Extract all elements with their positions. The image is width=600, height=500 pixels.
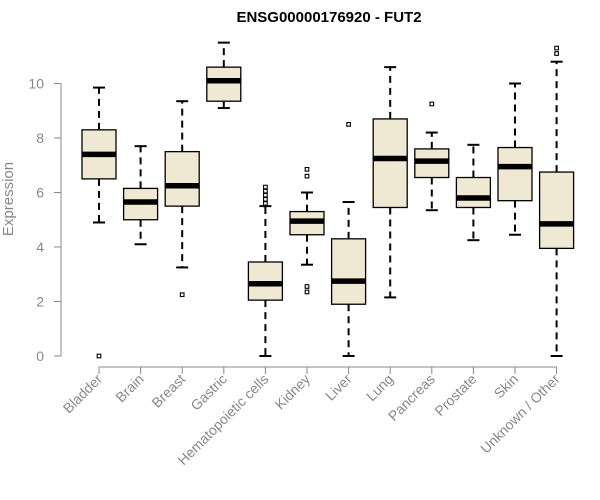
outlier-point xyxy=(304,166,310,172)
y-tick-label: 4 xyxy=(36,239,44,255)
iqr-box xyxy=(206,66,242,102)
y-tick-label: 6 xyxy=(36,185,44,201)
x-tick-label-kidney: Kidney xyxy=(272,371,314,413)
x-tick-label-lung: Lung xyxy=(363,371,396,404)
box-breast xyxy=(164,100,200,298)
outlier-point xyxy=(304,284,310,289)
x-tick-label-unknown-other: Unknown / Other xyxy=(477,371,563,457)
box-unknown-other xyxy=(538,45,575,357)
box-prostate xyxy=(455,143,492,242)
y-tick-label: 8 xyxy=(36,130,44,146)
x-tick-label-skin: Skin xyxy=(491,371,522,402)
x-tick-label-brain: Brain xyxy=(112,371,146,405)
outlier-point xyxy=(263,196,268,202)
outlier-point xyxy=(554,45,559,51)
box-pancreas xyxy=(414,101,450,212)
box-series xyxy=(81,41,575,359)
y-tick-label: 10 xyxy=(28,76,44,92)
box-bladder xyxy=(81,86,117,359)
outlier-point xyxy=(263,192,268,198)
y-tick-label: 0 xyxy=(36,348,44,364)
iqr-box xyxy=(455,176,492,209)
box-kidney xyxy=(289,166,325,295)
chart-title: ENSG00000176920 - FUT2 xyxy=(236,9,421,26)
outlier-point xyxy=(429,101,435,107)
outlier-point xyxy=(263,188,268,194)
y-axis: 0 2 4 6 8 10 xyxy=(28,76,62,364)
box-gastric xyxy=(206,41,242,110)
outlier-point xyxy=(96,353,102,359)
x-tick-label-bladder: Bladder xyxy=(60,371,106,417)
box-lung xyxy=(372,66,408,299)
x-tick-label-breast: Breast xyxy=(148,371,188,411)
x-tick-label-prostate: Prostate xyxy=(431,371,479,419)
outlier-point xyxy=(554,51,559,56)
box-liver xyxy=(330,122,367,357)
iqr-box xyxy=(330,238,367,305)
outlier-point xyxy=(263,201,268,206)
iqr-box xyxy=(497,146,533,202)
outlier-point xyxy=(179,292,185,298)
y-tick-label: 2 xyxy=(36,294,44,310)
outlier-point xyxy=(304,289,310,295)
y-axis-label: Expression xyxy=(0,162,17,236)
outlier-point xyxy=(263,184,268,190)
x-tick-label-liver: Liver xyxy=(322,371,355,404)
iqr-box xyxy=(538,171,575,250)
iqr-box xyxy=(164,150,200,207)
box-hematopoietic-cells xyxy=(247,184,284,357)
outlier-point xyxy=(304,173,310,179)
outlier-point xyxy=(346,122,351,127)
box-skin xyxy=(497,82,533,236)
iqr-box xyxy=(372,118,408,209)
box-brain xyxy=(122,145,159,246)
